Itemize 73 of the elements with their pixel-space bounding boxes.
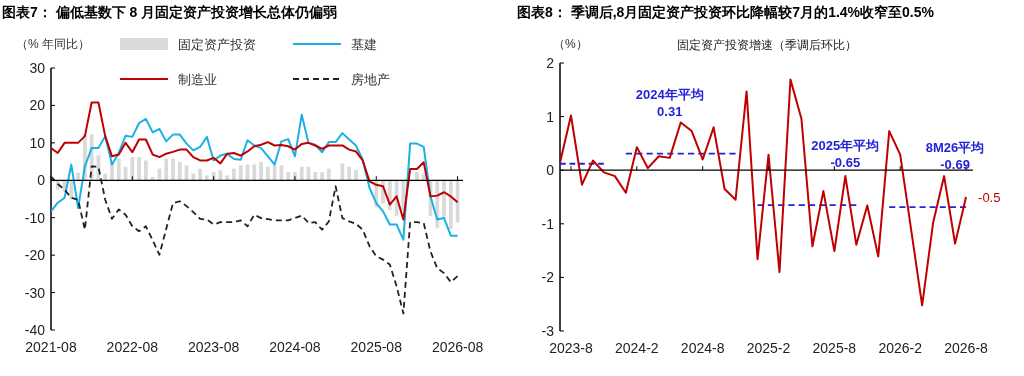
legend-label: 制造业 — [178, 72, 217, 87]
y-tick-label: 10 — [29, 134, 46, 151]
bar — [198, 168, 202, 181]
y-tick-label: 30 — [29, 60, 46, 76]
y-tick-label: -30 — [24, 284, 46, 301]
bar — [448, 180, 453, 229]
annotation: 2024年平均 0.31 — [635, 86, 704, 119]
x-tick-label: 2026-8 — [944, 340, 989, 356]
bar — [171, 158, 175, 181]
chart-title: 图表8： 季调后,8月固定资产投资环比降幅较7月的1.4%收窄至0.5% — [517, 4, 935, 20]
bar — [69, 180, 74, 199]
annotation: 2025年平均 -0.65 — [811, 138, 880, 171]
data-label: -0.5 — [978, 190, 1001, 205]
bar — [354, 170, 358, 181]
x-tick-label: 2024-08 — [269, 339, 321, 355]
bar — [191, 173, 196, 181]
x-tick-label: 2026-08 — [431, 339, 484, 355]
bar — [259, 161, 263, 181]
bar — [116, 158, 121, 181]
chart-title: 图表7： 偏低基数下 8 月固定资产投资增长总体仍偏弱 — [2, 4, 338, 20]
line-series — [51, 113, 459, 241]
legend-label: 基建 — [351, 37, 377, 52]
x-tick-label: 2024-8 — [680, 340, 725, 356]
y-tick-label: -1 — [541, 215, 555, 232]
bar — [415, 172, 419, 181]
bar — [232, 168, 236, 181]
x-tick-label: 2023-08 — [187, 339, 240, 355]
x-tick-label: 2023-8 — [549, 340, 593, 356]
bar — [320, 172, 324, 181]
bar — [76, 172, 80, 181]
bar — [164, 158, 169, 181]
bar — [238, 165, 243, 181]
y-axis-title: （% 年同比） — [16, 37, 91, 51]
bar — [299, 166, 304, 181]
x-tick-label: 2022-08 — [106, 339, 159, 355]
x-tick-label: 2025-8 — [812, 340, 857, 356]
bar — [177, 161, 182, 181]
legend-label: 固定资产投资 — [178, 37, 256, 52]
bar — [130, 157, 135, 181]
x-tick-label: 2025-08 — [350, 339, 403, 355]
bar — [313, 172, 318, 181]
bar — [204, 175, 209, 181]
y-tick-label: -3 — [541, 323, 555, 339]
bar — [252, 164, 257, 181]
bar — [442, 180, 446, 218]
bar — [144, 160, 148, 181]
line-series — [51, 165, 459, 315]
y-tick-label: -40 — [24, 322, 46, 338]
bar — [137, 157, 141, 181]
y-tick-label: -20 — [24, 247, 46, 264]
y-tick-label: 1 — [546, 108, 555, 125]
bar — [286, 172, 291, 181]
bar — [347, 166, 352, 181]
bar — [103, 173, 108, 181]
y-tick-label: 0 — [37, 172, 46, 189]
annotation: 8M26平均 -0.69 — [925, 140, 985, 173]
y-tick-label: 20 — [29, 97, 46, 114]
y-tick-label: 0 — [546, 162, 555, 179]
x-tick-label: 2025-2 — [746, 340, 791, 356]
bar — [265, 166, 270, 181]
x-tick-label: 2024-2 — [615, 340, 659, 356]
bar — [150, 176, 155, 181]
y-tick-label: 2 — [546, 55, 555, 71]
chart-subtitle: 固定资产投资增速（季调后环比） — [676, 38, 857, 52]
x-tick-label: 2026-2 — [878, 340, 923, 356]
y-tick-label: -2 — [541, 269, 555, 286]
y-axis-title: （%） — [553, 37, 588, 51]
line-series — [51, 101, 459, 221]
legend-label: 房地产 — [351, 72, 390, 87]
x-tick-label: 2021-08 — [25, 339, 77, 355]
y-tick-label: -10 — [24, 209, 46, 226]
bar — [326, 168, 331, 181]
bar — [225, 175, 230, 181]
